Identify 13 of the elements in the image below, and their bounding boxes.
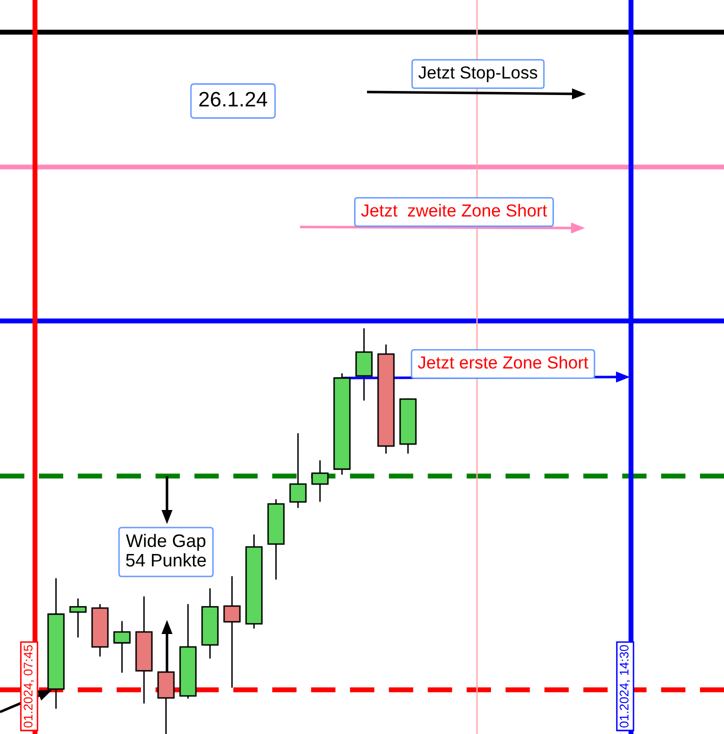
candlestick — [69, 598, 87, 638]
candlestick — [113, 621, 131, 673]
annotation: Jetzt erste Zone Short — [418, 356, 588, 369]
candlestick — [355, 328, 373, 401]
text: Jetzt zweite Zone Short — [361, 204, 547, 217]
candlestick — [223, 576, 241, 688]
text: Jetzt Stop-Loss — [418, 66, 538, 82]
candlestick — [289, 433, 307, 508]
candlestick — [311, 460, 329, 502]
text: 01.2024, 07:45 — [24, 645, 34, 728]
text: 26.1.24 — [199, 92, 268, 107]
annotation: Wide Gap 54 Punkte — [126, 534, 206, 567]
text: 01.2024, 14:30 — [620, 645, 630, 728]
